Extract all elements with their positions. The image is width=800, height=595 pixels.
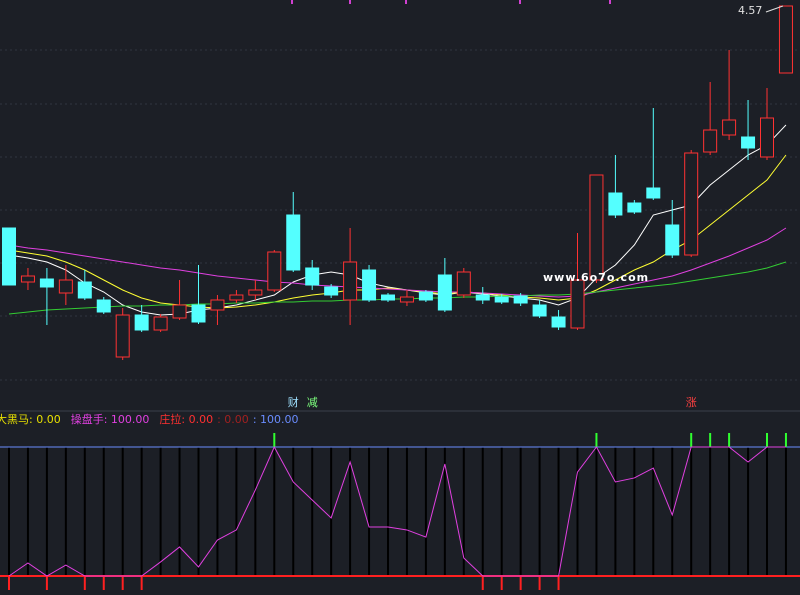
signal-marker: 财: [288, 395, 299, 409]
candle-body: [646, 187, 661, 199]
candle-body: [418, 291, 433, 301]
watermark: www.6o7o.com: [543, 271, 649, 284]
candle-body: [778, 5, 793, 74]
signal-marker: 减: [307, 396, 318, 409]
grid: [0, 49, 800, 381]
candle-body: [58, 279, 73, 294]
candle-body: [2, 227, 16, 286]
indicator-line: [8, 445, 786, 577]
candle-body: [684, 152, 699, 256]
legend-entry: : 0.00: [217, 413, 249, 426]
candle-body: [570, 279, 585, 329]
candle-body: [134, 314, 149, 331]
candle-body: [456, 271, 471, 296]
signal-marker: 涨: [686, 396, 697, 409]
candle-body: [627, 202, 642, 213]
candle-body: [153, 316, 168, 331]
candle-body: [760, 117, 774, 158]
candle-body: [172, 304, 187, 319]
candle-body: [722, 119, 737, 136]
candle-body: [437, 274, 452, 311]
candle-body: [741, 136, 756, 149]
candle-body: [703, 129, 718, 153]
candle-body: [494, 296, 509, 303]
candle-body: [608, 192, 623, 216]
candle-body: [210, 299, 225, 311]
legend-entry: 庄拉: 0.00: [159, 412, 213, 426]
high-pointer: [765, 5, 784, 13]
candle-body: [362, 269, 377, 301]
candle-body: [551, 316, 566, 328]
candle-body: [115, 314, 130, 358]
top-ticks: [291, 0, 611, 4]
candle-body: [532, 304, 547, 317]
legend-entry: 操盘手: 100.00: [71, 412, 150, 426]
legend-entry: : 100.00: [253, 413, 299, 426]
candle-body: [96, 299, 111, 313]
candle-body: [343, 261, 358, 301]
candle-body: [267, 251, 282, 291]
moving-average: [8, 261, 787, 315]
candle-body: [39, 278, 54, 288]
high-label: 4.57: [738, 4, 763, 17]
candle-body: [20, 275, 35, 283]
candle-body: [475, 294, 490, 301]
candle-body: [77, 281, 92, 299]
candle-body: [513, 295, 528, 304]
candle-body: [191, 304, 206, 323]
moving-average: [8, 227, 787, 298]
candle-body: [305, 267, 320, 286]
candle-body: [399, 296, 414, 303]
candle-body: [248, 289, 263, 296]
candle-body: [589, 174, 604, 281]
candle-body: [381, 294, 395, 301]
candle-body: [229, 294, 244, 301]
candle-body: [324, 286, 339, 296]
candle-body: [286, 214, 301, 271]
candle-body: [665, 224, 680, 256]
legend-entry: 大黑马: 0.00: [0, 412, 61, 426]
